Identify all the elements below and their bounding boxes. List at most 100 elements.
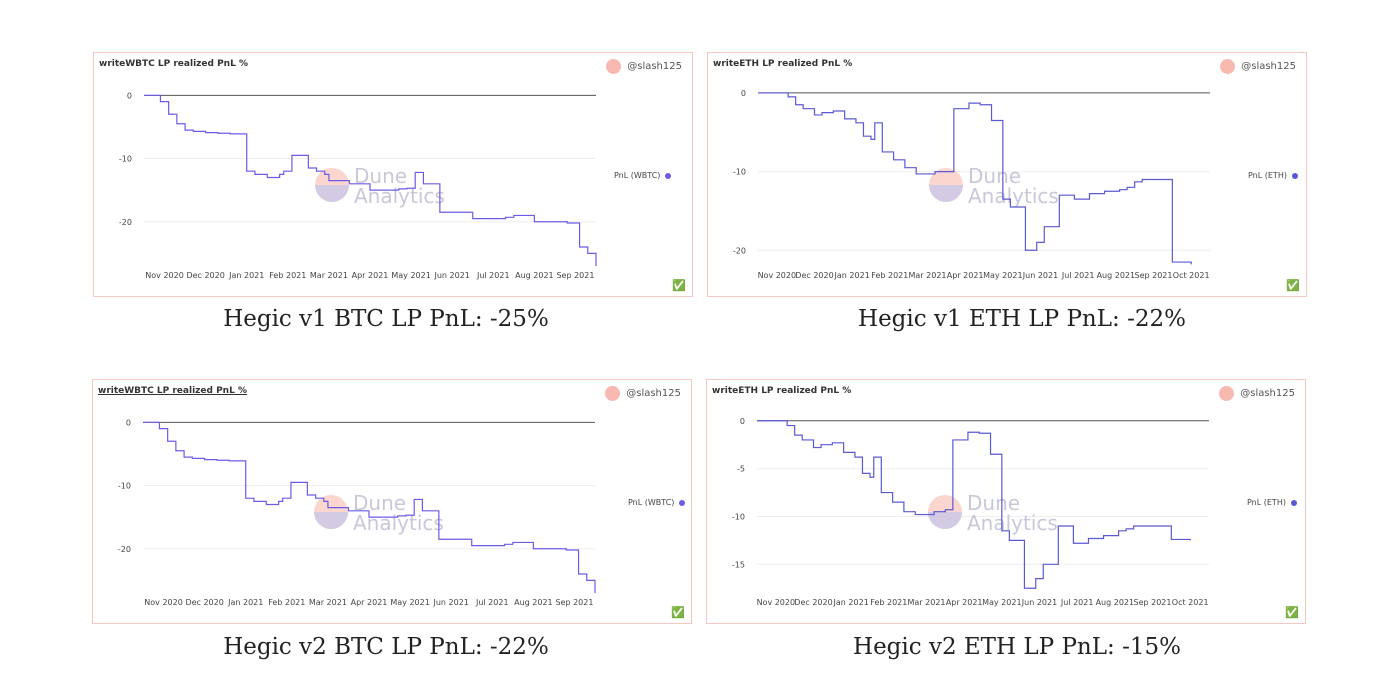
y-tick-label: -20 xyxy=(733,246,746,255)
x-tick-label: May 2021 xyxy=(391,271,430,280)
watermark-text: Dune xyxy=(968,164,1021,188)
x-tick-label: Aug 2021 xyxy=(1096,598,1135,607)
watermark-text: Analytics xyxy=(354,184,445,208)
legend-dot xyxy=(1291,172,1298,179)
chart-title: writeETH LP realized PnL % xyxy=(713,59,853,69)
x-tick-label: Feb 2021 xyxy=(870,598,907,607)
x-tick-label: Aug 2021 xyxy=(514,598,553,607)
legend-dot xyxy=(1290,499,1297,506)
caption: Hegic v1 ETH LP PnL: -22% xyxy=(858,306,1186,332)
x-tick-label: Jul 2021 xyxy=(1061,271,1095,280)
y-tick-label: 0 xyxy=(740,417,745,426)
y-tick-label: -5 xyxy=(737,465,745,474)
chart-legend[interactable]: PnL (ETH) xyxy=(1247,498,1297,507)
x-tick-label: Feb 2021 xyxy=(269,271,306,280)
check-circle-icon[interactable]: ✅ xyxy=(1286,280,1300,292)
x-tick-label: Sep 2021 xyxy=(1134,598,1172,607)
author-badge[interactable]: @slash125 xyxy=(606,59,682,74)
x-tick-label: Apr 2021 xyxy=(946,598,983,607)
x-tick-label: Mar 2021 xyxy=(309,598,347,607)
x-tick-label: Nov 2020 xyxy=(758,271,797,280)
chart-legend[interactable]: PnL (ETH) xyxy=(1248,171,1298,180)
x-tick-label: Dec 2020 xyxy=(794,598,832,607)
y-tick-label: -10 xyxy=(119,155,132,164)
x-tick-label: Jan 2021 xyxy=(228,271,264,280)
chart-title[interactable]: writeWBTC LP realized PnL % xyxy=(98,386,247,396)
watermark-text: Dune xyxy=(967,491,1020,515)
x-tick-label: Mar 2021 xyxy=(310,271,348,280)
x-tick-label: Sep 2021 xyxy=(555,598,593,607)
x-tick-label: Mar 2021 xyxy=(909,271,947,280)
y-tick-label: 0 xyxy=(126,418,131,427)
author-badge[interactable]: @slash125 xyxy=(605,386,681,401)
x-tick-label: Jul 2021 xyxy=(476,271,510,280)
author-name: @slash125 xyxy=(626,388,681,399)
x-tick-label: Jun 2021 xyxy=(1022,271,1058,280)
x-tick-label: Jan 2021 xyxy=(834,271,870,280)
check-circle-icon[interactable]: ✅ xyxy=(1285,607,1299,619)
chart-panel: writeWBTC LP realized PnL % @slash125 0 -… xyxy=(93,52,693,297)
x-tick-label: Jan 2021 xyxy=(227,598,263,607)
x-tick-label: Dec 2020 xyxy=(186,271,224,280)
x-tick-label: Jun 2021 xyxy=(432,598,468,607)
x-tick-label: Oct 2021 xyxy=(1172,598,1209,607)
x-tick-label: Dec 2020 xyxy=(185,598,223,607)
x-tick-label: May 2021 xyxy=(982,598,1021,607)
watermark-text: Analytics xyxy=(968,184,1059,208)
x-tick-label: Dec 2020 xyxy=(795,271,833,280)
series-line xyxy=(758,92,1192,265)
author-badge[interactable]: @slash125 xyxy=(1219,386,1295,401)
chart-panel: writeWBTC LP realized PnL % @slash125 0 -… xyxy=(92,379,692,624)
x-tick-label: Nov 2020 xyxy=(145,271,184,280)
check-circle-icon[interactable]: ✅ xyxy=(671,607,685,619)
x-tick-label: Aug 2021 xyxy=(1097,271,1136,280)
avatar-icon xyxy=(605,386,621,401)
legend-dot xyxy=(679,499,686,506)
watermark-text: Analytics xyxy=(967,511,1058,535)
author-name: @slash125 xyxy=(627,61,682,72)
avatar-icon xyxy=(1219,386,1235,401)
legend-label: PnL (ETH) xyxy=(1248,171,1287,180)
x-tick-label: Sep 2021 xyxy=(556,271,594,280)
check-circle-icon[interactable]: ✅ xyxy=(672,280,686,292)
x-tick-label: Apr 2021 xyxy=(352,271,389,280)
legend-label: PnL (WBTC) xyxy=(628,498,675,507)
watermark-logo-half xyxy=(314,512,348,529)
avatar-icon xyxy=(606,59,622,74)
author-name: @slash125 xyxy=(1241,61,1296,72)
y-tick-label: -10 xyxy=(732,512,745,521)
x-tick-label: Mar 2021 xyxy=(908,598,946,607)
legend-label: PnL (WBTC) xyxy=(614,171,661,180)
x-tick-label: Feb 2021 xyxy=(268,598,305,607)
y-tick-label: -10 xyxy=(733,168,746,177)
author-badge[interactable]: @slash125 xyxy=(1220,59,1296,74)
chart-panel: writeETH LP realized PnL % @slash125 0 -5… xyxy=(706,379,1306,624)
watermark-logo-half xyxy=(315,185,349,202)
legend-label: PnL (ETH) xyxy=(1247,498,1286,507)
caption: Hegic v2 BTC LP PnL: -22% xyxy=(223,634,549,660)
x-tick-label: Apr 2021 xyxy=(351,598,388,607)
chart-panel: writeETH LP realized PnL % @slash125 0 -1… xyxy=(707,52,1307,297)
chart-legend[interactable]: PnL (WBTC) xyxy=(614,171,672,180)
x-tick-label: Apr 2021 xyxy=(947,271,984,280)
caption: Hegic v2 ETH LP PnL: -15% xyxy=(853,634,1181,660)
author-name: @slash125 xyxy=(1240,388,1295,399)
x-tick-label: Nov 2020 xyxy=(757,598,796,607)
x-tick-label: May 2021 xyxy=(390,598,429,607)
legend-dot xyxy=(665,172,672,179)
x-tick-label: Jun 2021 xyxy=(1021,598,1057,607)
y-tick-label: 0 xyxy=(741,89,746,98)
caption: Hegic v1 BTC LP PnL: -25% xyxy=(223,306,549,332)
y-tick-label: -20 xyxy=(118,545,131,554)
chart-title: writeETH LP realized PnL % xyxy=(712,386,852,396)
y-tick-label: 0 xyxy=(127,91,132,100)
x-tick-label: Feb 2021 xyxy=(871,271,908,280)
watermark-text: Analytics xyxy=(353,511,444,535)
chart-legend[interactable]: PnL (WBTC) xyxy=(628,498,686,507)
x-tick-label: Jan 2021 xyxy=(833,598,869,607)
x-tick-label: Aug 2021 xyxy=(515,271,554,280)
x-tick-label: May 2021 xyxy=(983,271,1022,280)
